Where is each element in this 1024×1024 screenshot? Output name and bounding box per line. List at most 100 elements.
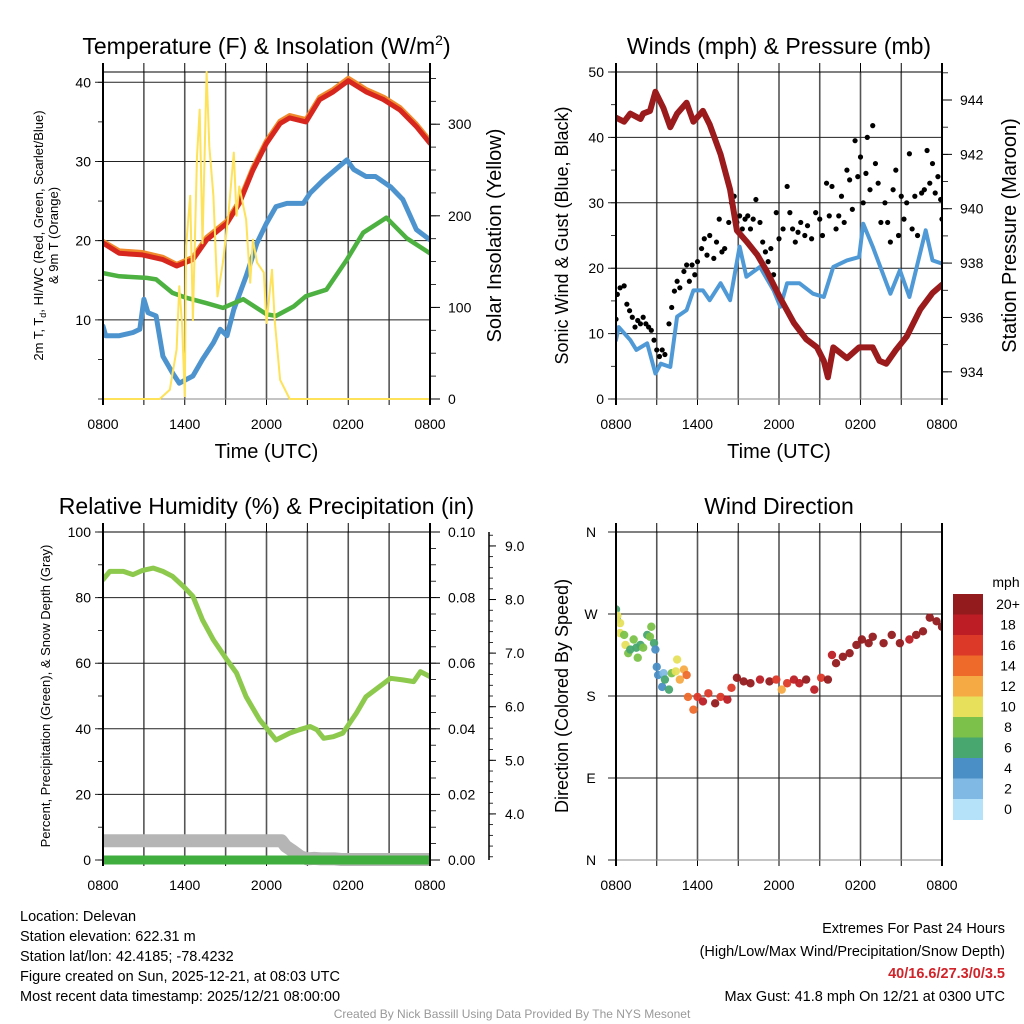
gust-point xyxy=(870,123,876,129)
series-line-relative-humidity xyxy=(103,565,430,743)
y-tick-label-left: W xyxy=(584,606,598,622)
snow-tick-label: 9.0 xyxy=(505,538,525,554)
wind-direction-point xyxy=(852,640,861,650)
plot-area xyxy=(103,71,430,400)
wind-direction-point xyxy=(659,669,668,678)
gust-point xyxy=(787,210,793,216)
gust-point xyxy=(651,337,657,343)
wind-direction-point xyxy=(619,630,629,640)
gust-point xyxy=(707,232,713,239)
colorbar-label: 0 xyxy=(1004,801,1012,817)
wind-direction-point xyxy=(683,692,693,702)
x-tick-label: 0800 xyxy=(926,416,957,432)
y-axis-label-right: Solar Insolation (Yellow) xyxy=(484,129,506,343)
y-tick-label-left: 20 xyxy=(75,233,91,249)
gust-point xyxy=(762,249,769,255)
credit-text: Created By Nick Bassill Using Data Provi… xyxy=(333,1007,691,1021)
wind-direction-point xyxy=(675,675,685,684)
gust-point xyxy=(765,259,771,265)
gust-point xyxy=(704,252,710,258)
wind-direction-point xyxy=(616,611,622,621)
gust-point xyxy=(929,160,936,167)
gust-point xyxy=(757,219,763,226)
gust-point xyxy=(669,304,675,311)
gust-point xyxy=(826,213,832,219)
x-tick-label: 0800 xyxy=(926,877,957,893)
gust-point xyxy=(789,226,796,232)
wind-direction-point xyxy=(772,675,781,684)
gust-point xyxy=(617,285,623,291)
y-tick-label-right: 0.08 xyxy=(448,590,475,606)
y-tick-label-right: 0.00 xyxy=(448,852,475,868)
x-tick-label: 1400 xyxy=(682,877,713,893)
x-tick-label: 0800 xyxy=(600,877,631,893)
wind-direction-point xyxy=(823,675,833,684)
gust-point xyxy=(722,245,728,252)
wind-direction-point xyxy=(723,695,732,704)
gust-point xyxy=(924,147,930,154)
colorbar-swatch xyxy=(953,737,983,759)
wind-direction-point xyxy=(616,618,625,628)
gust-point xyxy=(671,288,678,294)
snow-tick-label: 5.0 xyxy=(505,752,525,768)
gust-point xyxy=(795,229,801,235)
wind-direction-point xyxy=(664,685,674,694)
gust-point xyxy=(629,314,635,320)
y-tick-label-right: 0.06 xyxy=(448,655,475,671)
wind-direction-point xyxy=(831,659,841,668)
gust-point xyxy=(885,219,891,226)
wind-direction-point xyxy=(816,673,826,682)
colorbar-title: mph xyxy=(992,574,1019,590)
y-label-part: 2m T, T xyxy=(31,318,46,361)
gust-point xyxy=(745,213,751,219)
gust-point xyxy=(684,262,690,268)
wind-direction-point xyxy=(698,697,708,706)
series-line-hi-wc xyxy=(103,157,430,386)
gust-point xyxy=(849,206,855,212)
gust-point xyxy=(909,226,915,232)
gust-point xyxy=(932,190,938,196)
gust-point xyxy=(698,245,705,252)
gust-point xyxy=(713,239,720,245)
snow-tick-label: 8.0 xyxy=(505,592,525,608)
y-tick-label-left: 40 xyxy=(75,721,91,737)
colorbar-label: 2 xyxy=(1004,781,1012,797)
wind-direction-point xyxy=(645,632,655,641)
gust-point xyxy=(677,285,683,291)
y-tick-label-right: 942 xyxy=(960,146,984,162)
latlon-text: Station lat/lon: 42.4185; -78.4232 xyxy=(20,949,234,965)
gust-point xyxy=(626,308,633,314)
gust-point xyxy=(935,174,941,180)
wind-direction-point xyxy=(647,622,656,631)
extremes-values: 40/16.6/27.3/0/3.5 xyxy=(888,966,1005,982)
wind-direction-point xyxy=(732,673,742,682)
gust-point xyxy=(692,272,698,278)
y-tick-label-left: 50 xyxy=(588,64,604,80)
location-text: Location: Delevan xyxy=(20,909,137,925)
wind-direction-point xyxy=(864,638,873,648)
gust-point xyxy=(681,268,687,275)
extremes-legend: (High/Low/Max Wind/Precipitation/Snow De… xyxy=(699,943,1005,960)
y-axis-label-left: Percent, Precipitation (Green), & Snow D… xyxy=(38,545,53,848)
chart-title: Temperature (F) & Insolation (W/m2) xyxy=(82,32,450,59)
gust-point xyxy=(901,216,907,222)
gust-point xyxy=(836,213,842,219)
x-tick-label: 1400 xyxy=(169,416,200,432)
series-line-solar-insolation xyxy=(103,71,430,400)
wind-direction-point xyxy=(911,630,921,640)
gust-point xyxy=(893,167,899,173)
wind-direction-point xyxy=(682,670,691,680)
extremes-title: Extremes For Past 24 Hours xyxy=(822,921,1005,937)
wind-direction-point xyxy=(652,662,661,672)
gust-point xyxy=(819,232,826,239)
wind-direction-point xyxy=(616,605,621,614)
wind-direction-point xyxy=(689,705,698,714)
y-tick-label-left: 100 xyxy=(68,524,92,540)
colorbar-label: 14 xyxy=(1000,658,1016,674)
wind-direction-point xyxy=(651,645,660,654)
gust-point xyxy=(632,324,638,330)
gust-point xyxy=(662,351,668,358)
plot-area xyxy=(103,565,430,866)
